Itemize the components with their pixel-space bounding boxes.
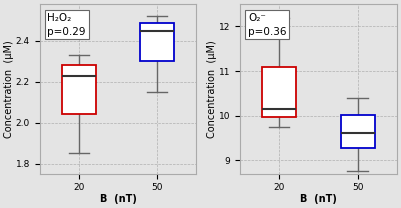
- X-axis label: B  (nT): B (nT): [300, 194, 337, 204]
- Y-axis label: Concentration  (μM): Concentration (μM): [207, 40, 217, 138]
- Bar: [262, 67, 296, 117]
- Bar: [140, 22, 174, 61]
- Bar: [62, 66, 96, 114]
- Bar: [341, 115, 375, 148]
- Y-axis label: Concentration  (μM): Concentration (μM): [4, 40, 14, 138]
- Text: H₂O₂
p=0.29: H₂O₂ p=0.29: [47, 13, 86, 37]
- X-axis label: B  (nT): B (nT): [99, 194, 136, 204]
- Text: O₂⁻
p=0.36: O₂⁻ p=0.36: [248, 13, 286, 37]
